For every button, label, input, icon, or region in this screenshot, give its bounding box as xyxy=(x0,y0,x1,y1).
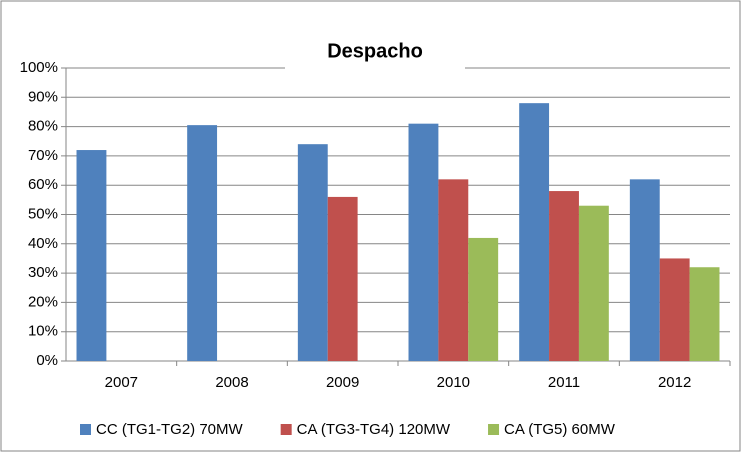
y-tick-label: 40% xyxy=(28,235,58,252)
x-tick-label: 2008 xyxy=(215,374,248,391)
legend-label: CC (TG1-TG2) 70MW xyxy=(96,421,244,438)
x-tick-label: 2010 xyxy=(437,374,470,391)
y-tick-label: 0% xyxy=(36,352,58,369)
bar xyxy=(187,125,218,361)
legend-swatch xyxy=(80,424,91,435)
legend-swatch xyxy=(280,424,292,435)
bar xyxy=(689,267,720,361)
y-tick-label: 70% xyxy=(28,147,58,164)
bar xyxy=(408,123,439,361)
x-tick-label: 2012 xyxy=(658,374,691,391)
bar xyxy=(327,196,358,361)
bar xyxy=(629,179,660,361)
bar xyxy=(76,150,107,361)
x-tick-label: 2009 xyxy=(326,374,359,391)
y-tick-label: 10% xyxy=(28,323,58,340)
bar xyxy=(438,179,469,361)
y-tick-label: 90% xyxy=(28,88,58,105)
bar xyxy=(297,144,328,361)
legend-label: CA (TG3-TG4) 120MW xyxy=(297,421,451,438)
bar xyxy=(578,205,609,361)
bar xyxy=(519,103,550,361)
bar xyxy=(549,191,579,361)
legend-swatch xyxy=(488,424,500,435)
y-tick-label: 30% xyxy=(28,264,58,281)
y-tick-label: 20% xyxy=(28,293,58,310)
y-tick-label: 100% xyxy=(20,59,58,76)
bar xyxy=(468,237,499,361)
y-tick-label: 50% xyxy=(28,205,58,222)
x-tick-label: 2011 xyxy=(548,374,580,391)
x-tick-label: 2007 xyxy=(105,374,138,391)
title-backing xyxy=(285,34,465,70)
y-tick-label: 60% xyxy=(28,176,58,193)
y-tick-label: 80% xyxy=(28,118,58,135)
legend-label: CA (TG5) 60MW xyxy=(504,421,616,438)
chart-title: Despacho xyxy=(327,40,423,62)
bar xyxy=(659,258,690,361)
